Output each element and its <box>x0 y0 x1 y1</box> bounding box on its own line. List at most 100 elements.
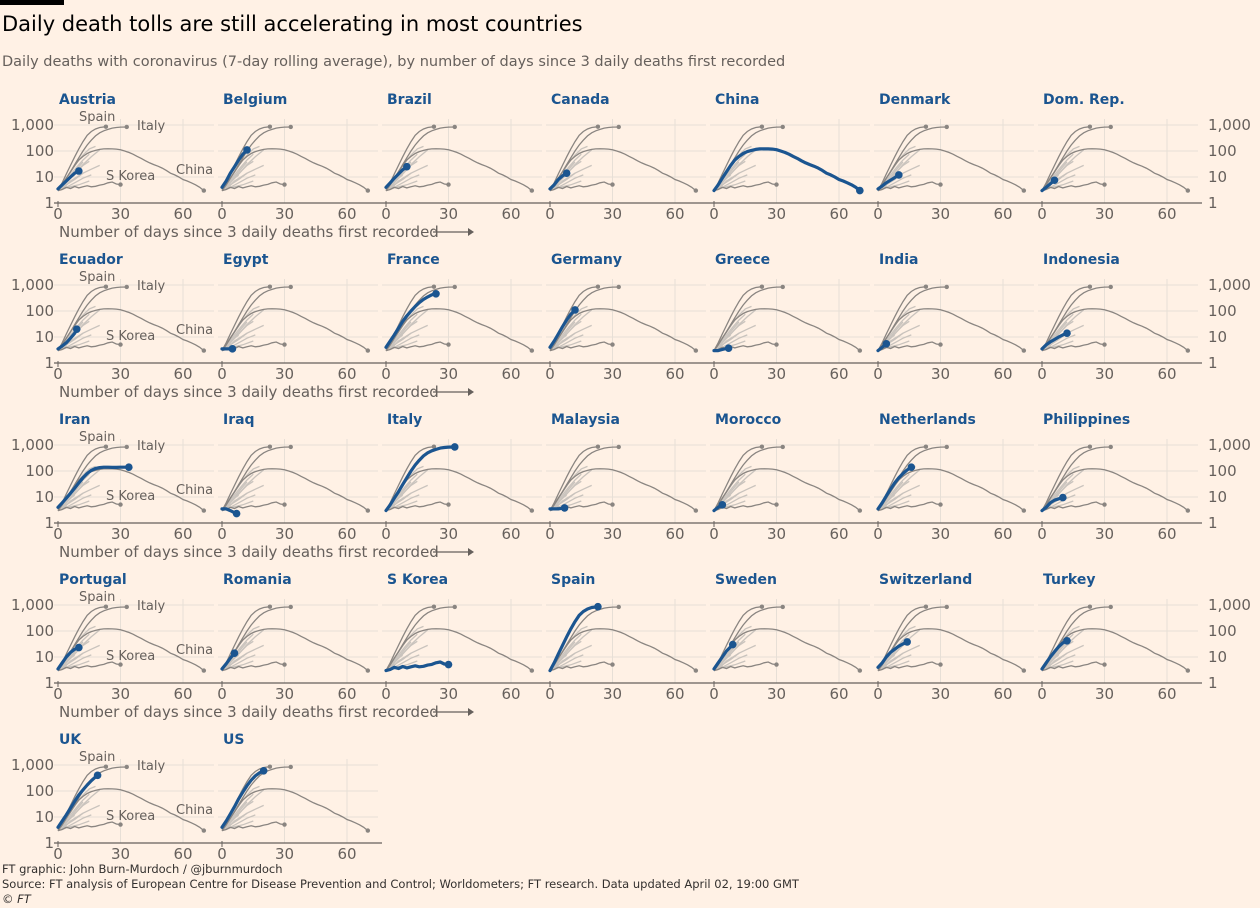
footer-source: Source: FT analysis of European Centre f… <box>2 877 799 891</box>
reference-line-spain <box>57 446 106 511</box>
x-tick-label: 60 <box>173 365 192 383</box>
panel-title: Netherlands <box>879 412 976 428</box>
reference-line-s-korea <box>57 341 121 352</box>
reference-endpoint <box>1021 188 1027 193</box>
x-tick-label: 0 <box>1037 685 1047 703</box>
reference-endpoint <box>1087 124 1093 129</box>
reference-endpoint <box>201 508 207 513</box>
reference-label-spain: Spain <box>79 430 115 445</box>
panel-title: Dom. Rep. <box>1043 92 1125 108</box>
x-tick-label: 60 <box>501 205 520 223</box>
reference-endpoint <box>759 444 765 449</box>
reference-endpoint <box>1102 662 1107 667</box>
country-series-endpoint <box>72 325 81 333</box>
panel-title: Denmark <box>879 92 951 108</box>
reference-line-china <box>385 468 533 512</box>
x-tick-label: 30 <box>1095 525 1114 543</box>
reference-endpoint <box>282 502 287 507</box>
x-tick-label: 30 <box>275 205 294 223</box>
reference-line-china <box>713 308 861 352</box>
x-tick-label: 0 <box>545 525 555 543</box>
x-tick-label: 60 <box>1157 365 1176 383</box>
reference-line-s-korea <box>1041 181 1105 192</box>
panel-title: Belgium <box>223 92 287 108</box>
country-series-line <box>384 292 438 349</box>
reference-endpoint <box>938 502 943 507</box>
panel-sweden: Sweden 0 30 60 <box>709 572 874 703</box>
x-tick-label: 60 <box>501 685 520 703</box>
x-tick-label: 60 <box>173 205 192 223</box>
x-tick-label: 60 <box>993 205 1012 223</box>
reference-endpoint <box>1087 444 1093 449</box>
background-series-line <box>57 652 84 672</box>
reference-endpoint <box>944 124 949 130</box>
country-series-endpoint <box>125 463 133 472</box>
country-series-endpoint <box>232 509 241 518</box>
x-tick-label: 30 <box>439 365 458 383</box>
background-series-line <box>385 172 412 192</box>
panel-turkey: Turkey 0 30 60 1 10 100 1,000 <box>1037 572 1251 703</box>
y-tick-label: 1,000 <box>11 756 54 774</box>
x-tick-label: 0 <box>709 525 719 543</box>
reference-endpoint <box>595 444 601 449</box>
reference-endpoint <box>1185 508 1191 513</box>
reference-endpoint <box>282 342 287 347</box>
reference-endpoint <box>774 502 779 507</box>
y-tick-label: 1 <box>44 674 54 692</box>
reference-endpoint <box>452 284 457 290</box>
panel-title: Canada <box>551 92 610 108</box>
x-tick-label: 30 <box>603 205 622 223</box>
x-tick-label: 60 <box>1157 685 1176 703</box>
reference-line-s-korea <box>57 821 121 832</box>
reference-endpoint <box>616 124 621 130</box>
x-axis-title: Number of days since 3 daily deaths firs… <box>59 223 439 241</box>
reference-line-china <box>221 148 369 192</box>
reference-endpoint <box>529 188 535 193</box>
country-series-line <box>712 147 862 193</box>
reference-endpoint <box>780 284 785 290</box>
reference-label-italy: Italy <box>137 599 166 614</box>
reference-endpoint <box>529 348 535 353</box>
y-tick-label: 1,000 <box>1208 276 1251 294</box>
background-series-line <box>877 494 896 512</box>
x-tick-label: 30 <box>111 845 130 863</box>
background-series-line <box>713 332 740 352</box>
reference-endpoint <box>118 182 123 187</box>
country-series-line <box>1040 331 1069 351</box>
country-series-line <box>876 173 901 191</box>
reference-label-italy: Italy <box>137 439 166 454</box>
reference-endpoint <box>118 502 123 507</box>
reference-label-spain: Spain <box>79 270 115 285</box>
reference-endpoint <box>693 188 699 193</box>
reference-endpoint <box>124 604 129 610</box>
x-tick-label: 60 <box>665 685 684 703</box>
reference-line-s-korea <box>385 501 449 512</box>
x-tick-label: 60 <box>665 205 684 223</box>
reference-endpoint <box>693 508 699 513</box>
background-series-line <box>877 492 904 512</box>
panel-title: Morocco <box>715 412 782 428</box>
panel-title: Switzerland <box>879 572 972 588</box>
background-series-line <box>549 652 576 672</box>
reference-line-s-korea <box>1041 501 1105 512</box>
y-tick-label: 10 <box>35 328 54 346</box>
reference-endpoint <box>365 508 371 513</box>
panel-title: Turkey <box>1043 572 1095 588</box>
x-tick-label: 0 <box>381 365 391 383</box>
country-series-endpoint <box>882 339 891 348</box>
reference-label-china: China <box>176 643 213 658</box>
x-tick-label: 0 <box>873 205 883 223</box>
reference-endpoint <box>365 668 371 673</box>
reference-line-s-korea <box>221 181 285 192</box>
reference-endpoint <box>616 284 621 290</box>
panel-iran: Iran 0 30 60 1 10 100 1,000 Spain Italy S Korea Chi… <box>11 412 474 561</box>
x-tick-label: 0 <box>381 685 391 703</box>
reference-endpoint <box>103 444 109 449</box>
reference-line-spain <box>713 286 762 351</box>
x-tick-label: 60 <box>173 845 192 863</box>
reference-line-s-korea <box>877 341 941 352</box>
background-series-line <box>221 172 248 192</box>
country-series-line <box>384 165 409 189</box>
x-tick-label: 0 <box>53 845 63 863</box>
reference-line-spain <box>549 446 598 511</box>
